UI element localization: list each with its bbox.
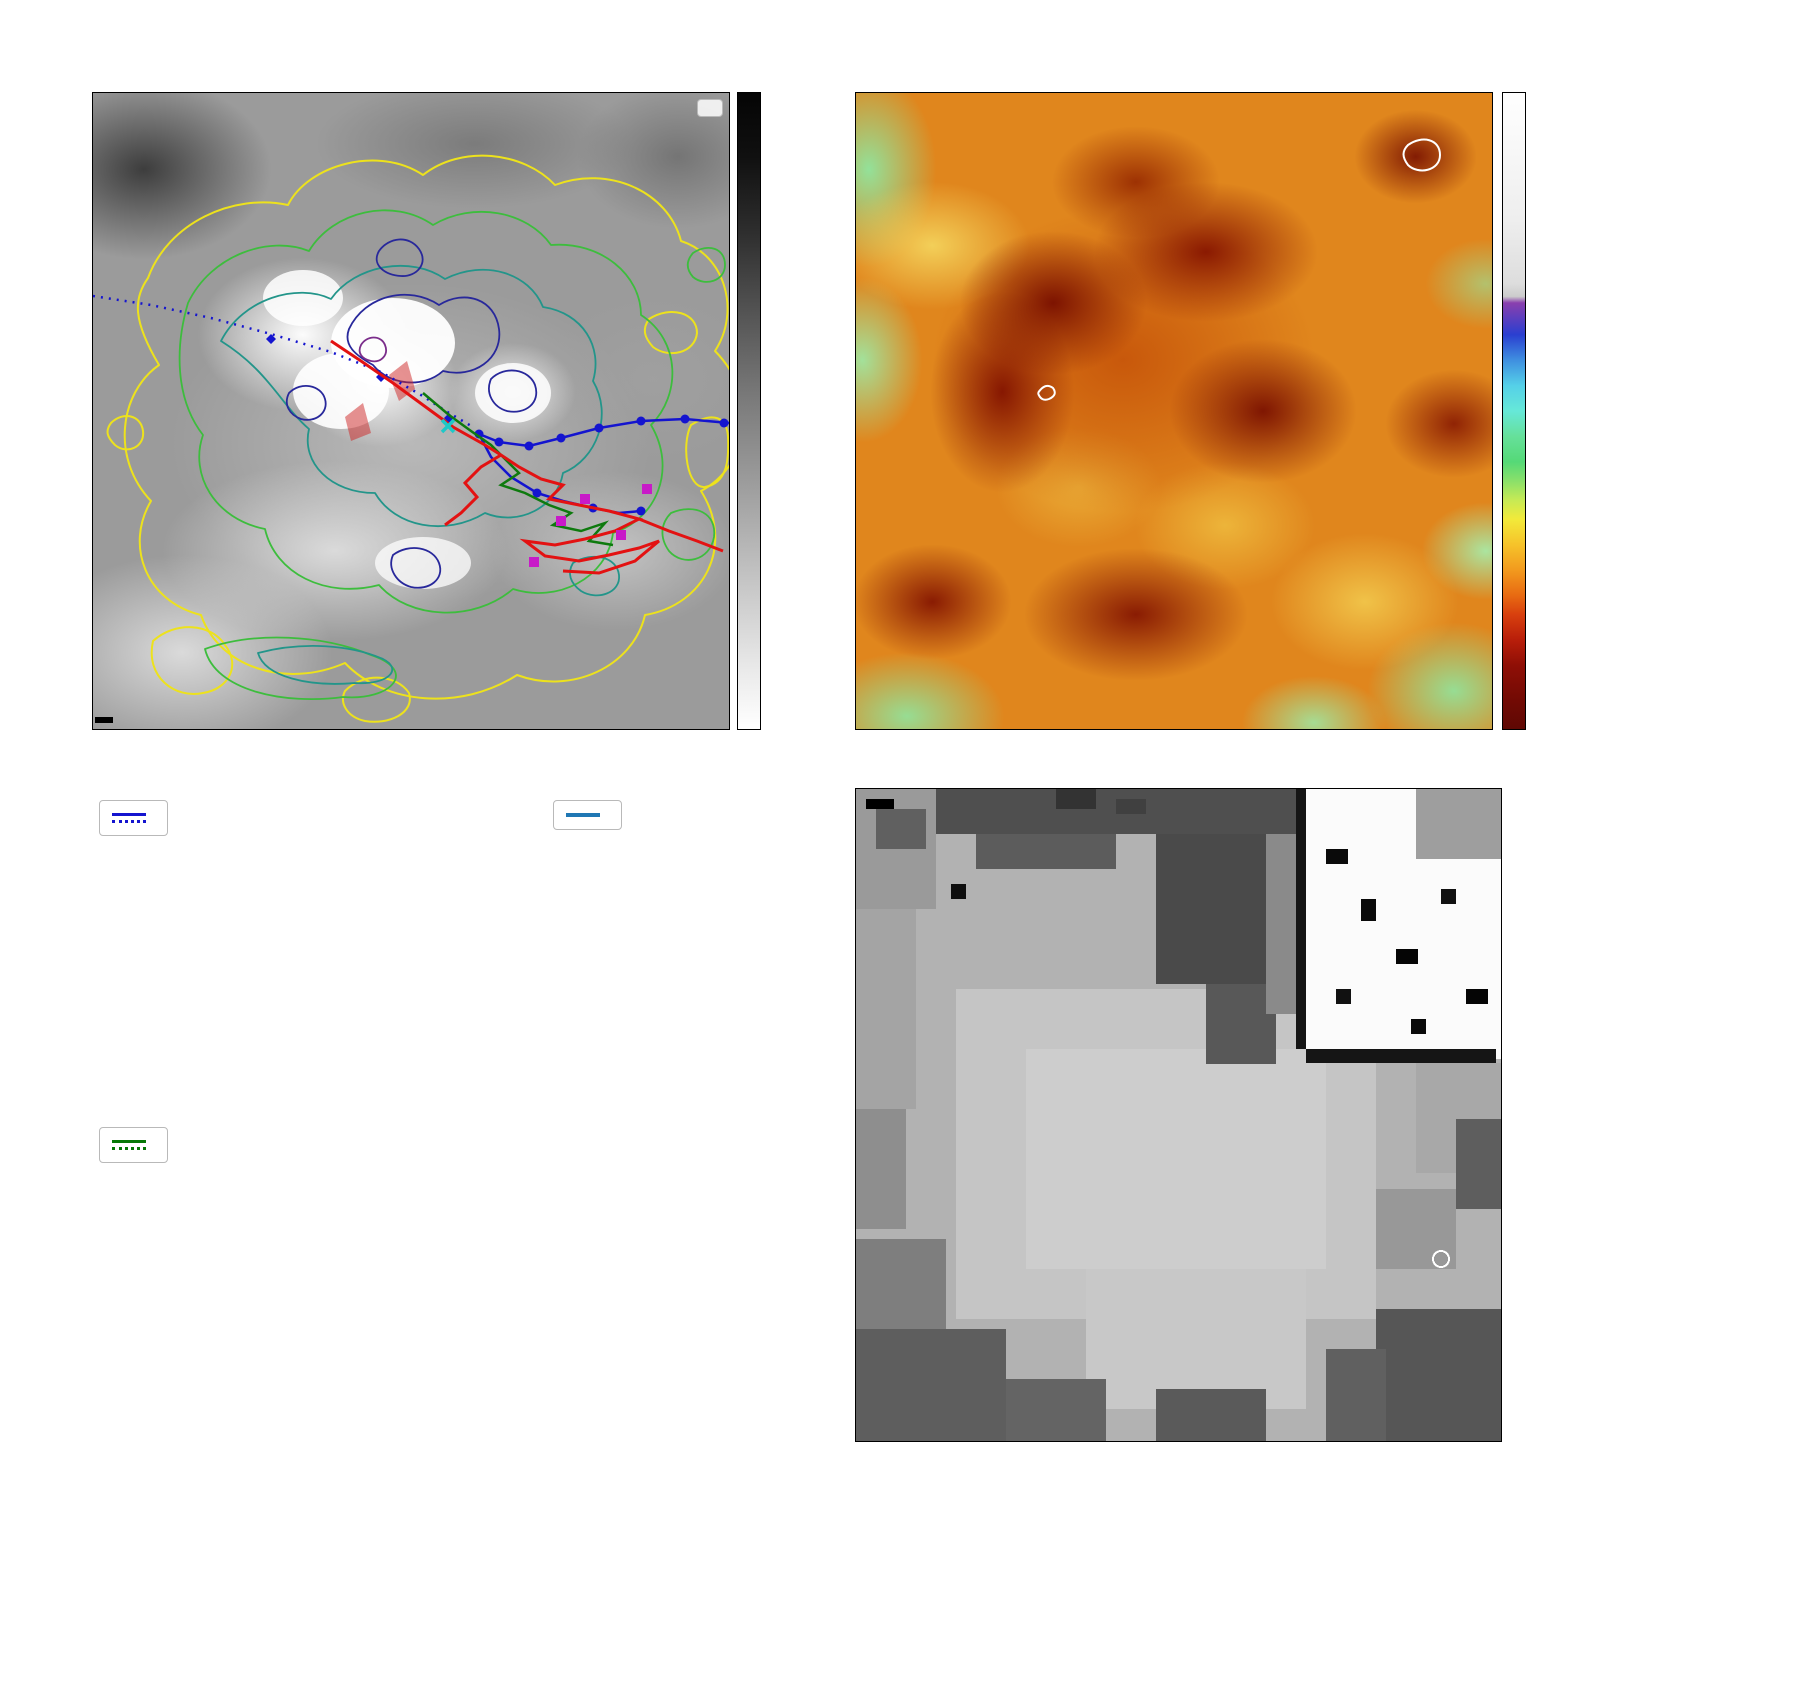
cloud-cores — [263, 270, 551, 589]
wmg-count-badge — [866, 799, 894, 809]
wind-line-sample — [112, 813, 146, 816]
adt-track — [422, 392, 614, 547]
archer-fixes — [529, 484, 652, 567]
awv-satellite-image — [856, 93, 1492, 729]
legend-item — [566, 813, 609, 817]
awv-annotations — [1037, 138, 1442, 401]
contour-lines — [106, 154, 729, 723]
awv-map — [855, 92, 1493, 730]
storm-tracks — [93, 294, 729, 575]
band14-map — [92, 92, 730, 730]
legend-item — [112, 1140, 155, 1143]
floater-shade-patch — [389, 361, 415, 401]
ace-forecast-line-sample — [112, 1147, 146, 1150]
legend-item — [112, 820, 155, 823]
pressure-legend — [553, 800, 622, 830]
satcon-fix — [440, 418, 456, 434]
band14-colorbar — [737, 92, 761, 730]
band14-satellite-image — [93, 93, 729, 729]
floater-track-east — [638, 517, 724, 553]
band14-legend — [697, 99, 723, 117]
floater-shade-patch — [345, 403, 371, 441]
awv-colorbar — [1502, 92, 1526, 730]
wind-forecast-line-sample — [112, 820, 146, 823]
ace-line-sample — [112, 1140, 146, 1143]
ace-chart — [0, 1113, 850, 1453]
floater-track — [330, 339, 660, 575]
cold-contour — [1402, 138, 1442, 172]
wind-legend — [99, 800, 168, 836]
band14-contours-and-tracks — [93, 154, 729, 723]
floater-track-spur — [444, 453, 502, 527]
legend-item — [112, 1147, 155, 1150]
copyright-label — [95, 717, 113, 723]
wmg-panel — [855, 788, 1502, 1442]
eye-mark — [1037, 384, 1056, 401]
wmg-microwave-image — [856, 789, 1501, 1441]
legend-item — [112, 813, 155, 816]
pressure-line-sample — [566, 813, 600, 817]
ace-legend — [99, 1127, 168, 1163]
